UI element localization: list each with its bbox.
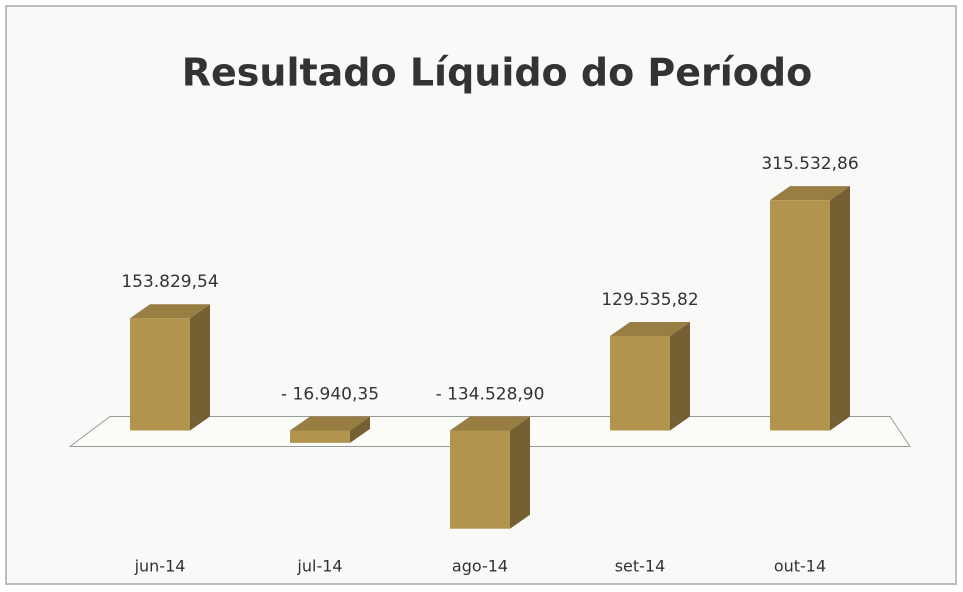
bar-side xyxy=(190,304,210,431)
bar-top xyxy=(450,416,530,431)
data-label: - 134.528,90 xyxy=(436,385,545,405)
bar-side xyxy=(830,186,850,431)
x-tick-label: out-14 xyxy=(774,557,826,576)
bar-side xyxy=(510,416,530,529)
bar xyxy=(290,430,350,443)
x-tick-label: jul-14 xyxy=(296,557,342,576)
x-tick-label: jun-14 xyxy=(134,557,186,576)
bar xyxy=(610,335,670,431)
bar xyxy=(130,318,190,431)
bar-side xyxy=(670,321,690,431)
x-tick-label: set-14 xyxy=(615,557,666,576)
bar-top xyxy=(770,186,850,201)
bar-top xyxy=(130,304,210,319)
chart-title: Resultado Líquido do Período xyxy=(182,51,812,95)
bar xyxy=(770,200,830,431)
bar-side xyxy=(350,416,370,443)
bar-top xyxy=(610,321,690,336)
data-label: 153.829,54 xyxy=(121,272,218,292)
data-label: - 16.940,35 xyxy=(281,385,379,405)
bar-top xyxy=(290,416,370,431)
data-label: 315.532,86 xyxy=(761,154,858,174)
x-tick-label: ago-14 xyxy=(452,557,508,576)
bar xyxy=(450,430,510,529)
data-label: 129.535,82 xyxy=(601,290,698,310)
